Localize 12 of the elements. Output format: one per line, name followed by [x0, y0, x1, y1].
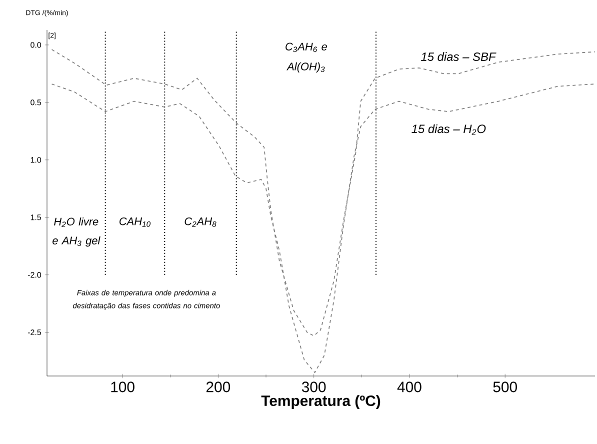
annotation: CAH$_{10}$ — [120, 217, 151, 227]
x-tick-label: 500 — [493, 382, 517, 392]
x-tick-label: 200 — [206, 382, 230, 392]
x-axis-title: Temperatura (ºC) — [261, 395, 380, 410]
annotation: H$_{2}$O livre e AH$_{3}$ gel — [52, 217, 100, 247]
x-tick-label: 400 — [397, 382, 422, 392]
x-tick-label: 300 — [302, 382, 326, 392]
series-label: 15 dias – SBF — [421, 52, 496, 61]
annotation: C$_{3}$AH$_{6}$ e Al(OH)$_{3}$ — [286, 42, 327, 73]
series-label: 15 dias – H$_{2}$O — [412, 124, 486, 135]
annotation: C$_{2}$AH$_{8}$ — [184, 217, 216, 227]
x-tick-label: 100 — [111, 382, 134, 392]
